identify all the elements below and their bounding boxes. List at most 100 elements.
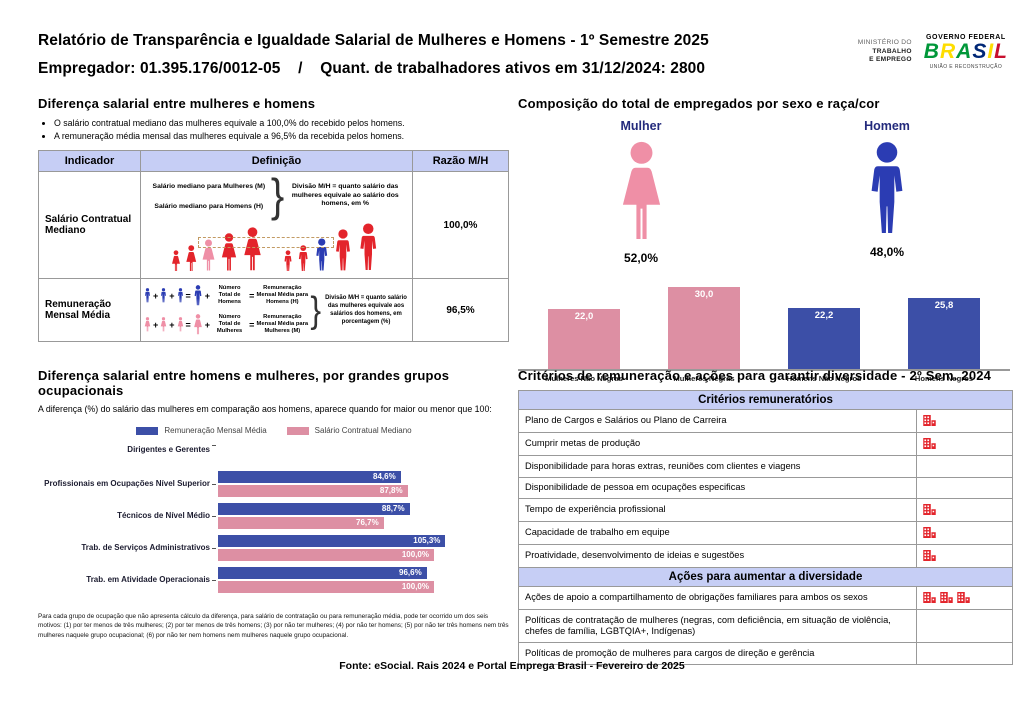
occupation-row: Técnicos de Nível Médio 88,7% 76,7% xyxy=(38,500,510,532)
person-male-icon xyxy=(160,288,167,303)
bar-value-label: 22,0 xyxy=(574,310,594,322)
criteria-row: Políticas de contratação de mulheres (ne… xyxy=(518,609,1014,644)
person-male-icon xyxy=(297,245,310,272)
axis-tick xyxy=(212,547,216,549)
brasil-logo-letter: S xyxy=(972,40,988,63)
axis-tick xyxy=(212,483,216,485)
ministry-line2: TRABALHO xyxy=(872,47,912,55)
criteria-label: Políticas de promoção de mulheres para c… xyxy=(518,642,917,666)
section-title: Critérios de remuneração e ações para ga… xyxy=(518,368,992,383)
section-salary-difference: Diferença salarial entre mulheres e home… xyxy=(38,96,509,342)
col-razao: Razão M/H xyxy=(412,150,509,172)
report-title: Relatório de Transparência e Igualdade S… xyxy=(38,32,709,49)
ministry-line1: MINISTÉRIO DO xyxy=(857,38,912,46)
person-male-icon xyxy=(144,288,151,303)
occupation-label: Trab. em Atividade Operacionais xyxy=(86,575,210,585)
criteria-row: Políticas de promoção de mulheres para c… xyxy=(518,642,1014,666)
indicator-table: Indicador Definição Razão M/H Salário Co… xyxy=(38,150,509,342)
criteria-label: Ações de apoio a compartilhamento de obr… xyxy=(518,586,917,611)
def-median-women: Salário mediano para Mulheres (M) xyxy=(152,182,266,190)
section-title: Composição do total de empregados por se… xyxy=(518,96,880,111)
composition-bar-slot: 30,0 xyxy=(644,283,764,369)
brasil-logo-letter: R xyxy=(939,40,957,63)
bar-value-label: 87,8% xyxy=(379,486,403,495)
company-building-icon xyxy=(923,504,936,515)
brace-icon: } xyxy=(270,170,285,222)
composition-bar-slot: 22,2 xyxy=(764,283,884,369)
composition-bar-chart: 22,0 30,0 22,2 25,8 xyxy=(518,283,1010,371)
occupation-bars: 88,7% 76,7% xyxy=(218,503,510,529)
person-male-icon xyxy=(357,223,380,272)
source-footer: Fonte: eSocial. Rais 2024 e Portal Empre… xyxy=(339,660,685,672)
male-label: Homem xyxy=(864,119,910,133)
occupational-bar-chart: Dirigentes e Gerentes Profissionais em Oc… xyxy=(38,445,510,596)
legend-label: Salário Contratual Mediano xyxy=(314,426,412,435)
row-remuneracao-media: Remuneração Mensal Média + + = + Número … xyxy=(38,278,509,342)
criteria-label: Políticas de contratação de mulheres (ne… xyxy=(518,609,917,644)
occupation-label: Trab. de Serviços Administrativos xyxy=(81,543,210,553)
ratio-value: 100,0% xyxy=(412,171,509,279)
bar-value-label: 100,0% xyxy=(401,550,429,559)
ministry-logo: MINISTÉRIO DO TRABALHO E EMPREGO xyxy=(858,39,912,66)
logo-area: MINISTÉRIO DO TRABALHO E EMPREGO GOVERNO… xyxy=(858,34,1008,70)
composition-chart-labels: Mulheres Não Negras Mulheres Negras Homens… xyxy=(518,374,1010,383)
median-highlight-box xyxy=(197,237,334,248)
col-definicao: Definição xyxy=(140,150,413,172)
section-composition: Composição do total de empregados por se… xyxy=(518,96,1010,383)
company-building-icon xyxy=(923,527,936,538)
person-female-icon xyxy=(242,227,263,272)
summary-bullets: O salário contratual mediano das mulhere… xyxy=(54,118,508,141)
composition-bar-slot: 25,8 xyxy=(884,283,1004,369)
composition-bar: 22,2 xyxy=(788,308,860,369)
male-percentage: 48,0% xyxy=(869,245,905,259)
occupation-bar: 100,0% xyxy=(218,581,434,593)
legend-label: Remuneração Mensal Média xyxy=(164,426,267,435)
occupation-row: Dirigentes e Gerentes xyxy=(38,445,510,468)
occupation-bars: 84,6% 87,8% xyxy=(218,471,510,497)
women-formula-row: + + = + Número Total de Mulheres = Remun… xyxy=(144,314,308,335)
composition-bar: 30,0 xyxy=(668,286,740,369)
gov-logo-top: GOVERNO FEDERAL xyxy=(926,34,1006,41)
criteria-company-icons xyxy=(915,544,1014,569)
composition-bar-slot: 22,0 xyxy=(524,283,644,369)
female-percentage: 52,0% xyxy=(623,251,659,265)
col-indicador: Indicador xyxy=(38,150,141,172)
criteria-label: Cumprir metas de produção xyxy=(518,432,917,456)
person-male-icon xyxy=(333,229,353,272)
criteria-company-icons xyxy=(915,409,1014,433)
person-female-icon xyxy=(185,245,198,272)
ministry-line3: E EMPREGO xyxy=(869,56,912,64)
female-composition: Mulher 52,0% xyxy=(571,119,711,265)
def-note: Divisão M/H = quanto salário das mulhere… xyxy=(291,182,399,208)
composition-bar: 22,0 xyxy=(548,308,620,369)
bar-category-label: Homens Negros xyxy=(914,374,974,383)
definition-cell: Salário mediano para Mulheres (M) Salári… xyxy=(140,170,413,279)
criteria-row: Proatividade, desenvolvimento de ideias … xyxy=(518,544,1014,569)
bar-value-label: 100,0% xyxy=(401,582,429,591)
criteria-row: Tempo de experiência profissional xyxy=(518,498,1014,523)
bar-value-label: 25,8 xyxy=(934,300,954,311)
brace-icon: } xyxy=(310,288,322,331)
occupation-row: Trab. em Atividade Operacionais 96,6% 100,… xyxy=(38,564,510,596)
criteria-section-header: Critérios remuneratórios xyxy=(517,390,1014,410)
legend-item-pink: Salário Contratual Mediano xyxy=(286,426,412,435)
bar-value-label: 105,3% xyxy=(413,536,441,545)
criteria-label: Capacidade de trabalho em equipe xyxy=(518,521,917,546)
person-female-icon xyxy=(144,317,151,332)
population-pictogram xyxy=(171,223,383,272)
person-male-icon xyxy=(177,288,184,303)
criteria-row: Plano de Cargos e Salários ou Plano de C… xyxy=(518,409,1014,433)
definition-cell: + + = + Número Total de Homens = Remuner… xyxy=(140,278,413,342)
bar-value-label: 76,7% xyxy=(356,518,379,527)
men-total-label: Número Total de Homens xyxy=(218,285,241,305)
bar-value-label: 84,6% xyxy=(373,472,396,481)
occupation-bars: 96,6% 100,0% xyxy=(218,567,510,593)
criteria-row: Disponibilidade de pessoa em ocupações e… xyxy=(518,476,1014,500)
criteria-company-icons xyxy=(915,521,1014,546)
report-subtitle: Empregador: 01.395.176/0012-05 / Quant. … xyxy=(38,60,706,77)
section-occupational-difference: Diferença salarial entre homens e mulher… xyxy=(38,368,510,640)
criteria-company-icons xyxy=(915,498,1014,523)
company-building-icon xyxy=(957,592,970,603)
occupation-row: Profissionais em Ocupações Nível Superio… xyxy=(38,468,510,500)
criteria-label: Proatividade, desenvolvimento de ideias … xyxy=(518,544,917,569)
